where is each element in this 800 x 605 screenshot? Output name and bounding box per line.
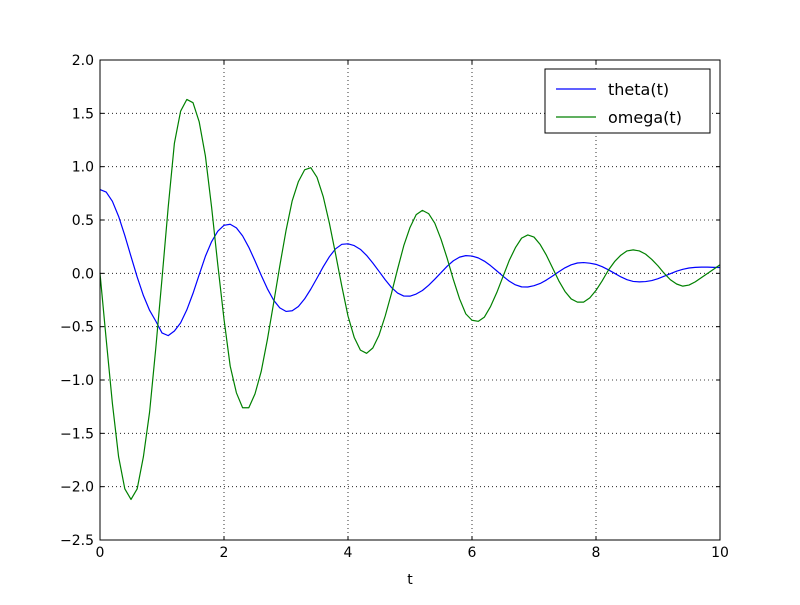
series-layer — [99, 98, 721, 501]
x-axis-label: t — [407, 572, 413, 588]
y-tick-label: 0.5 — [72, 213, 94, 229]
y-tick-label: 0.0 — [72, 266, 94, 282]
legend: theta(t) omega(t) — [544, 68, 711, 134]
y-tick-label: 1.0 — [72, 160, 94, 176]
x-tick-label: 2 — [220, 545, 229, 561]
y-tick-label: −2.0 — [60, 480, 94, 496]
plot-frame — [99, 59, 721, 541]
series-line-omega — [99, 98, 721, 501]
y-tick-label: −1.5 — [60, 426, 94, 442]
series-line-theta — [99, 189, 721, 337]
x-tick-label: 0 — [96, 545, 105, 561]
y-tick-label: −0.5 — [60, 320, 94, 336]
y-tick-label: −2.5 — [60, 533, 94, 549]
x-tick-label: 4 — [344, 545, 353, 561]
y-tick-label: −1.0 — [60, 373, 94, 389]
legend-label-theta: theta(t) — [608, 80, 669, 99]
x-tick-label: 6 — [468, 545, 477, 561]
x-tick-label: 8 — [592, 545, 601, 561]
x-tick-label: 10 — [711, 545, 729, 561]
y-tick-label: 2.0 — [72, 53, 94, 69]
legend-label-omega: omega(t) — [608, 108, 682, 127]
axis-ticks: 0 2 4 6 8 10 −2.5 −2.0 −1.5 −1.0 −0.5 0.0 0.5 1.0 1.5 2… — [60, 53, 729, 561]
legend-box — [544, 68, 711, 134]
y-tick-label: 1.5 — [72, 106, 94, 122]
